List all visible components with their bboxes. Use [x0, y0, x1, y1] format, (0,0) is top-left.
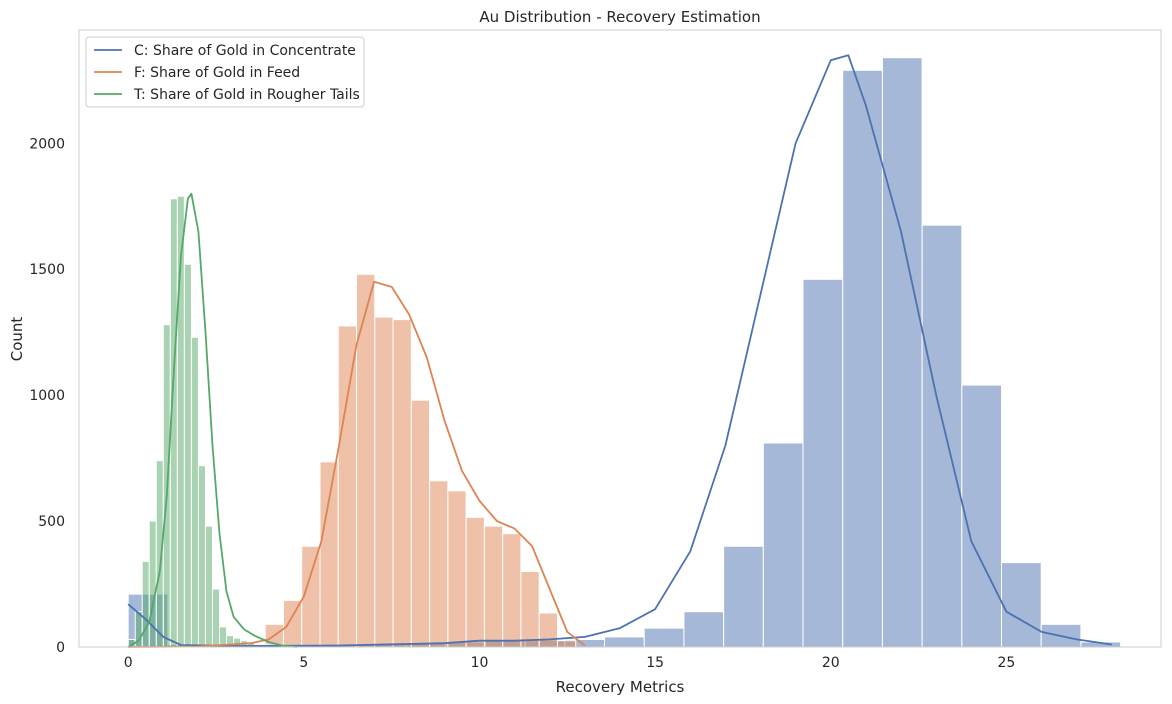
- histogram-bar: [465, 516, 485, 648]
- x-tick-label: 5: [299, 655, 308, 671]
- y-tick-label: 1000: [29, 388, 65, 404]
- series-0-kde-line: [127, 54, 1112, 647]
- legend: C: Share of Gold in Concentrate F: Share …: [85, 36, 365, 108]
- histogram-bar: [921, 224, 963, 648]
- histogram-bar: [429, 480, 449, 648]
- histogram-bar: [483, 525, 504, 648]
- histogram-bar: [1001, 562, 1042, 648]
- histogram-bar: [374, 316, 394, 648]
- legend-label: C: Share of Gold in Concentrate: [134, 43, 356, 59]
- x-tick-label: 15: [646, 655, 664, 671]
- plot-area: [127, 54, 1122, 648]
- histogram-bar: [802, 278, 844, 648]
- y-tick-label: 0: [56, 640, 65, 656]
- histogram-bar: [762, 442, 804, 648]
- histogram-bar: [337, 325, 358, 648]
- chart-title: Au Distribution - Recovery Estimation: [479, 8, 760, 26]
- series-2-bars: [127, 195, 284, 648]
- histogram-bar: [183, 263, 192, 648]
- series-1-bars: [264, 273, 577, 648]
- histogram-bar: [447, 490, 467, 648]
- histogram-bar: [410, 399, 431, 648]
- histogram-bar: [683, 611, 725, 648]
- histogram-bar: [723, 545, 764, 648]
- y-axis-label: Count: [8, 317, 26, 362]
- x-tick-label: 0: [124, 655, 133, 671]
- histogram-bar: [190, 336, 199, 648]
- legend-label: T: Share of Gold in Rougher Tails: [133, 87, 360, 103]
- legend-label: F: Share of Gold in Feed: [134, 65, 300, 81]
- legend-box: [85, 36, 365, 108]
- series-2-kde-line: [127, 192, 297, 648]
- histogram-bar: [961, 384, 1003, 648]
- histogram-bar: [502, 533, 522, 648]
- histogram-bar: [604, 636, 645, 648]
- histogram-bar: [197, 465, 206, 648]
- histogram-bar: [211, 588, 221, 648]
- histogram-bar: [319, 461, 339, 648]
- histogram-bar: [356, 273, 376, 648]
- histogram-bar: [881, 57, 923, 648]
- y-tick-label: 1500: [29, 262, 65, 278]
- histogram-bar: [520, 570, 540, 648]
- axes: 0 5 10 15 20 25 0 500 1000 1500 2000: [29, 29, 1162, 671]
- series-0-bars: [127, 57, 1122, 648]
- series-1-kde-line: [128, 280, 586, 648]
- x-axis-label: Recovery Metrics: [556, 678, 685, 696]
- y-tick-label: 2000: [29, 136, 65, 152]
- histogram-bar: [643, 627, 685, 648]
- histogram-bar: [556, 640, 577, 648]
- plot-frame: [78, 29, 1162, 648]
- x-tick-label: 20: [822, 655, 840, 671]
- x-tick-label: 10: [471, 655, 489, 671]
- histogram-bar: [842, 69, 883, 648]
- histogram-bar: [282, 599, 303, 648]
- histogram-bar: [392, 319, 412, 648]
- x-tick-label: 25: [998, 655, 1016, 671]
- histogram-bar: [538, 612, 558, 648]
- y-tick-label: 500: [38, 514, 65, 530]
- histogram-bar: [204, 525, 213, 648]
